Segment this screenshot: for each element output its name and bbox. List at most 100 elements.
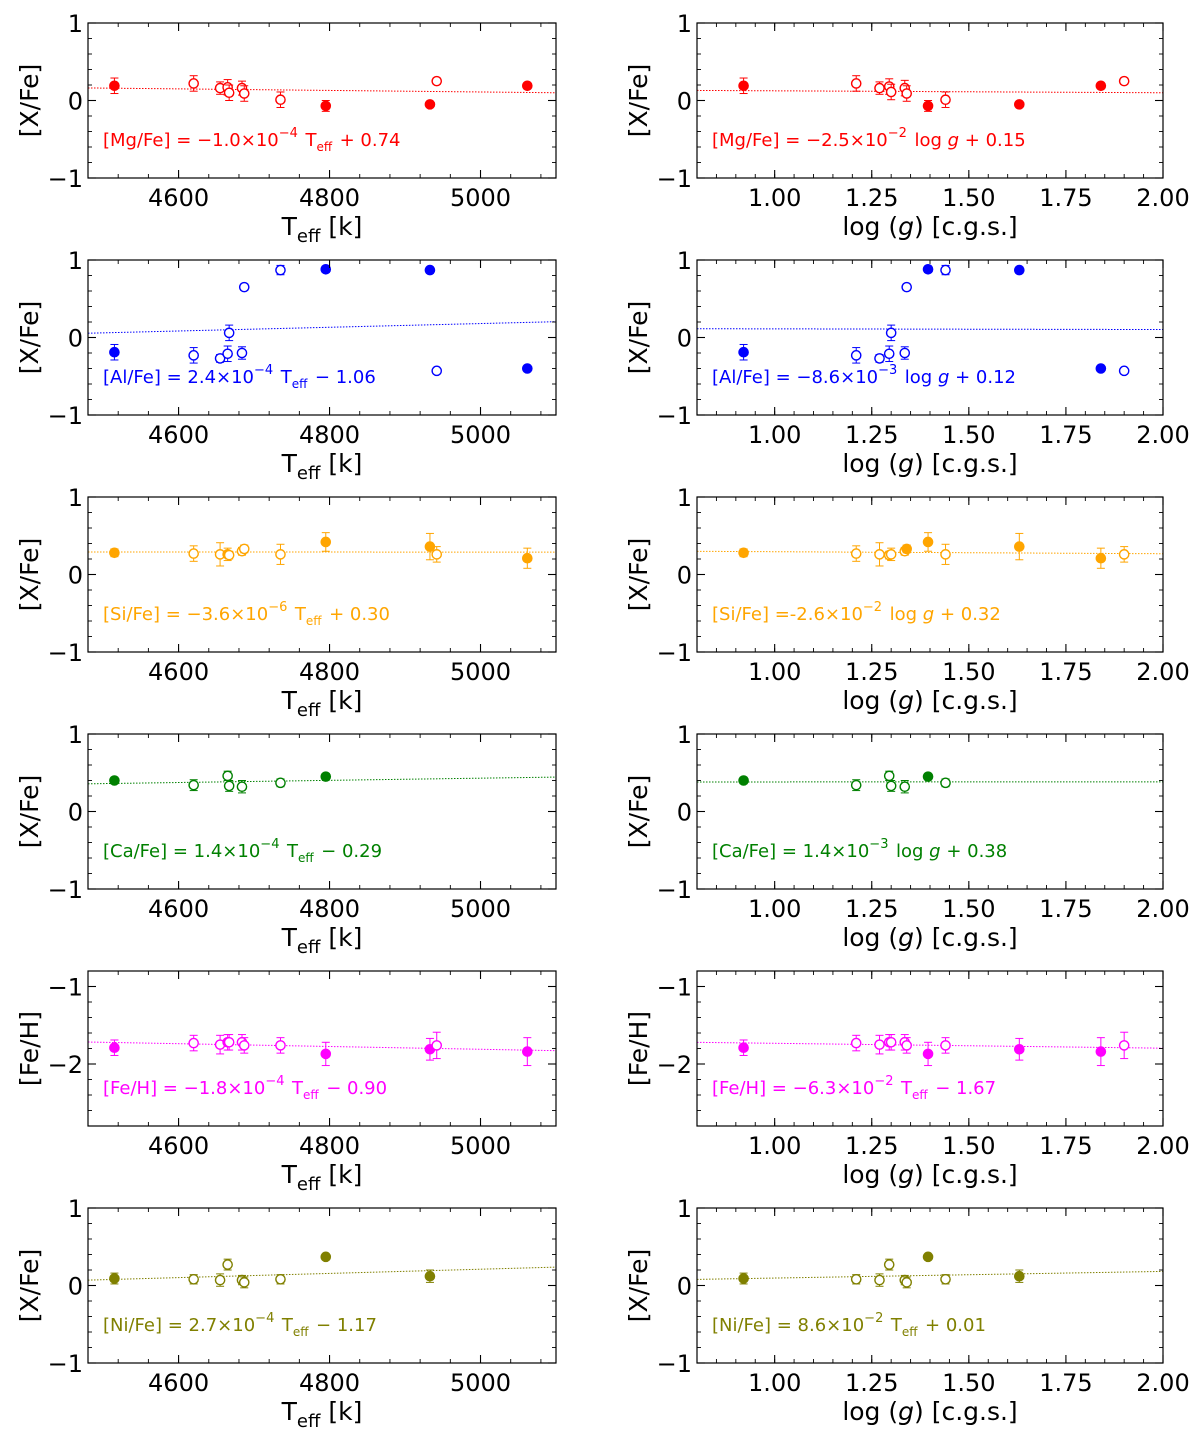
data-point [522,1037,533,1067]
data-point [1014,99,1025,110]
data-point [424,264,436,276]
marker-filled [1095,80,1107,92]
axes-frame [696,1207,1164,1364]
y-tick-label: 0 [68,88,83,116]
x-axis-label: Teff [k] [281,923,363,958]
data-point [275,91,286,108]
x-axis-label: Teff [k] [281,1397,363,1432]
x-tick-label: 1.50 [942,421,995,449]
marker-filled [738,80,749,92]
x-tick-label: 4600 [148,1369,209,1397]
data-point [522,363,533,374]
marker-open [188,78,199,89]
data-point [188,1274,199,1285]
x-tick-label: 1.50 [942,658,995,686]
data-point [940,264,951,276]
x-tick-label: 4800 [299,421,360,449]
x-tick-label: 1.00 [748,184,801,212]
data-point [850,1034,862,1052]
data-point [522,80,533,92]
marker-open [238,543,250,555]
y-tick-label: 0 [68,1273,83,1301]
fit-line [697,328,1163,331]
data-point [109,547,120,559]
x-tick-label: 1.25 [845,658,898,686]
marker-filled [320,771,332,782]
marker-filled [1014,264,1025,276]
marker-open [238,1277,250,1288]
data-point [1118,365,1130,377]
data-point [922,1041,934,1067]
panel-ca-teff: 4600 4800 5000 1 0 −1[X/Fe] Teff [k] [Ca/Fe] = … [15,721,557,958]
x-tick-label: 4600 [148,658,209,686]
y-tick-label: −1 [657,974,692,1002]
marker-open [1118,365,1130,377]
x-tick-label: 2.00 [1136,1132,1189,1160]
data-point [188,545,199,562]
data-point [424,1269,436,1283]
panel-ca-logg: 1.00 1.25 1.50 1.75 2.00 1 0 −1[X/Fe] log (g) [c… [624,721,1190,952]
marker-open [874,1274,885,1286]
data-point [238,1276,250,1289]
marker-open [874,353,885,364]
fit-line [697,89,1163,94]
y-axis-label: [X/Fe] [624,775,653,848]
data-point [1014,264,1025,276]
y-tick-label: 1 [677,247,692,275]
data-point [901,543,913,555]
data-point [883,1258,895,1271]
marker-filled [320,536,332,548]
x-tick-label: 1.00 [748,658,801,686]
data-point [901,281,913,293]
data-point [238,281,250,293]
data-point [922,100,934,112]
marker-open [431,75,443,87]
marker-filled [738,775,749,786]
marker-open [940,1274,951,1285]
marker-filled [1014,1043,1025,1055]
data-point [874,81,885,95]
marker-filled [922,536,934,548]
y-tick-label: −1 [657,165,692,193]
fit-equation-label: [Fe/H] = −6.3×10−2 Teff − 1.67 [712,1074,996,1102]
data-point [883,345,895,363]
marker-open [222,770,233,782]
data-point [238,1037,250,1054]
y-tick-label: −2 [48,1051,83,1079]
data-point [1095,547,1107,569]
marker-open [874,1039,885,1050]
fit-equation-label: [Ca/Fe] = 1.4×10−4 Teff − 0.29 [103,837,382,865]
marker-open [431,1040,443,1051]
y-axis-label: [X/Fe] [624,64,653,137]
data-point [874,353,885,364]
x-tick-label: 1.50 [942,184,995,212]
marker-filled [1095,1046,1107,1057]
y-tick-label: −1 [48,639,83,667]
x-tick-label: 1.25 [845,1369,898,1397]
marker-filled [922,263,934,275]
marker-open [188,1037,199,1049]
marker-open [850,1274,862,1285]
x-axis-label: Teff [k] [281,1160,363,1195]
y-tick-label: −1 [48,876,83,904]
fit-equation-label: [Al/Fe] = 2.4×10−4 Teff − 1.06 [103,363,376,391]
fit-equation-label: [Fe/H] = −1.8×10−4 Teff − 0.90 [103,1074,387,1102]
data-point [109,77,120,95]
y-tick-label: 0 [68,325,83,353]
axes-frame [696,496,1164,653]
x-tick-label: 5000 [450,1132,511,1160]
marker-open [885,780,897,792]
data-point [275,264,286,276]
x-axis-label: Teff [k] [281,212,363,247]
marker-open [899,347,911,359]
data-point [431,546,443,563]
marker-open [188,1274,199,1285]
data-point [738,1272,749,1285]
marker-open [901,1040,913,1051]
y-tick-label: 1 [677,1195,692,1223]
y-axis-label: [X/Fe] [624,538,653,611]
fit-equation-label: [Si/Fe] =-2.6×10−2 log g + 0.32 [712,600,1001,625]
x-axis-label: Teff [k] [281,686,363,721]
marker-open [223,780,235,792]
data-point [223,780,235,792]
